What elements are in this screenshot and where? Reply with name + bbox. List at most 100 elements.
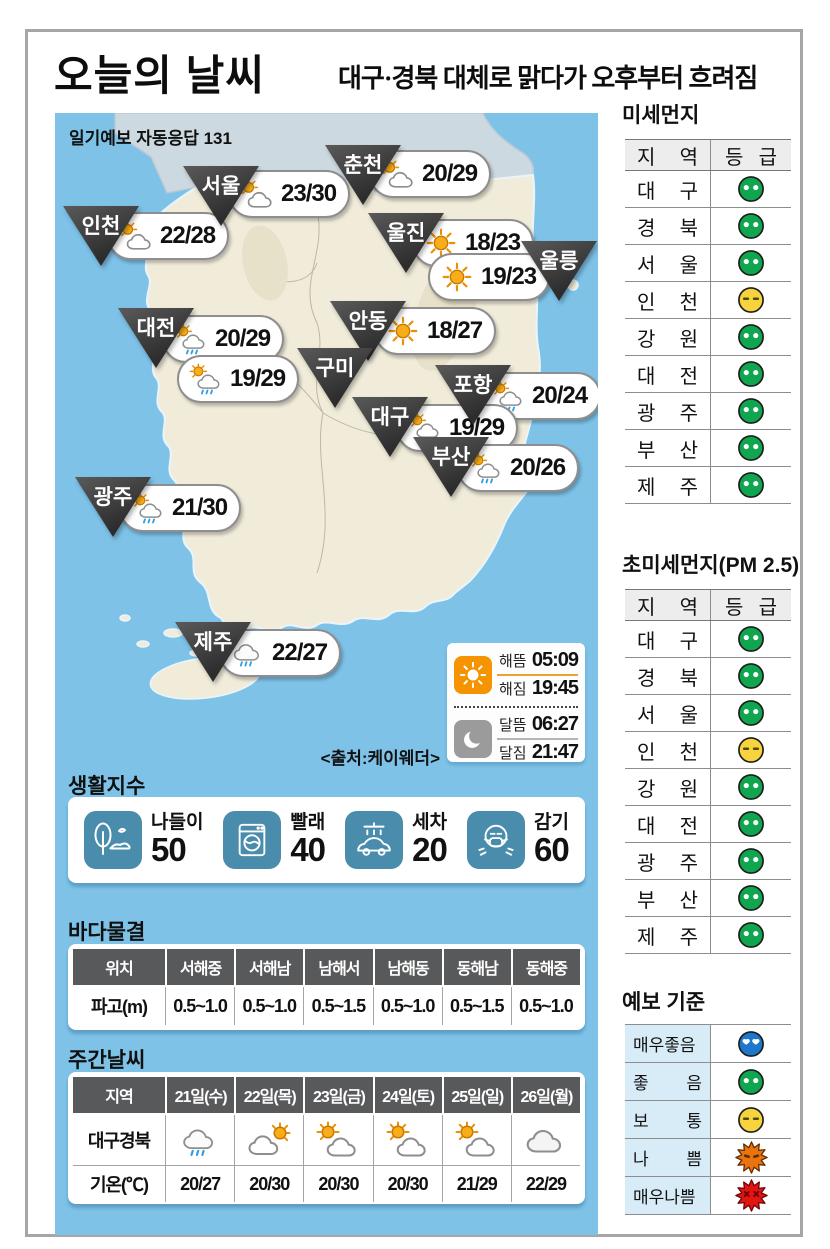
region-name: 서 울 (637, 254, 698, 277)
forecast-hotline: 일기예보 자동응답 131 (69, 129, 232, 148)
good-face-icon (736, 433, 766, 463)
good-face-icon (736, 772, 766, 802)
sea-waves-value-row: 파고(m) 0.5~1.0 0.5~1.0 0.5~1.5 0.5~1.0 0.… (73, 987, 580, 1025)
header-cell: 서해중 (167, 949, 235, 985)
normal-face-icon (736, 735, 766, 765)
normal-face-icon (736, 1105, 766, 1135)
life-index-item-laundry: 빨래 40 (223, 811, 326, 869)
good-face-icon (736, 396, 766, 426)
temp-label-cell: 기온(℃) (89, 1175, 149, 1195)
region-name: 제 주 (637, 926, 698, 949)
moon-times-group: 달뜸 06:27 달짐 21:47 (454, 712, 579, 766)
region-name: 대 구 (637, 630, 698, 653)
temp-range: 18/23 (465, 229, 521, 256)
city-marker-pohang: 포항 (435, 365, 511, 425)
forecast-cell (234, 1115, 303, 1165)
header-cell: 위치 (73, 949, 165, 985)
fine-dust-header: 지 역 등 급 (625, 139, 791, 171)
table-row: 서 울 (625, 695, 791, 732)
life-index-value: 20 (412, 830, 448, 868)
good-face-icon (736, 211, 766, 241)
header-cell: 지역 (73, 1077, 165, 1113)
table-row: 인 천 (625, 282, 791, 319)
weekly-weather-table: 지역 21일(수) 22일(목) 23일(금) 24일(토) 25일(일) 26… (68, 1072, 585, 1204)
table-row: 제 주 (625, 917, 791, 954)
suncloud-icon (454, 1121, 500, 1159)
life-index-label: 세차 (412, 811, 448, 833)
temp-range: 20/29 (215, 325, 271, 352)
forecast-cell (510, 1115, 580, 1165)
good-face-icon (736, 920, 766, 950)
fine-dust-table: 지 역 등 급 대 구 경 북 서 울 인 천 강 원 대 전 광 주 부 산 … (625, 139, 791, 504)
weather-pill-gwangju: 21/30 (119, 484, 242, 532)
weather-pill-incheon: 22/28 (107, 212, 230, 260)
city-name: 대구 (370, 406, 410, 429)
good-face-icon (736, 322, 766, 352)
moonrise-time: 06:27 (531, 713, 579, 735)
header-cell: 26일(월) (512, 1077, 581, 1113)
city-name: 제주 (193, 631, 233, 654)
header-cell: 동해중 (512, 949, 581, 985)
city-name: 인천 (81, 215, 121, 238)
city-marker-daegu: 대구 (352, 397, 428, 457)
weather-pill-jeju: 22/27 (219, 629, 342, 677)
header-cell: 남해동 (374, 949, 442, 985)
region-name: 경 북 (637, 217, 698, 240)
life-index-value: 50 (151, 830, 187, 868)
forecast-cell (372, 1115, 442, 1165)
moonset-label: 달짐 (499, 745, 527, 762)
city-name: 춘천 (343, 154, 383, 177)
weather-pill-gumi: 19/29 (177, 355, 300, 403)
life-index-value: 60 (534, 830, 570, 868)
moonrise-label: 달뜸 (499, 717, 527, 734)
table-row: 광 주 (625, 843, 791, 880)
laundry-icon (223, 811, 282, 869)
life-index-box: 나들이 50 빨래 40 세차 20 감기 60 (68, 797, 585, 883)
temp-range: 22/28 (160, 222, 216, 249)
region-name: 부 산 (637, 889, 698, 912)
table-row: 대 구 (625, 621, 791, 658)
table-row: 인 천 (625, 732, 791, 769)
grade-header-cell: 등 급 (725, 596, 777, 619)
temp-cell: 20/30 (303, 1166, 372, 1202)
sun-moon-times-box: 해뜸 05:09 해짐 19:45 달뜸 06:27 달짐 21:47 (447, 643, 585, 763)
life-index-label: 감기 (534, 811, 569, 833)
table-row: 강 원 (625, 769, 791, 806)
city-marker-andong: 안동 (330, 301, 406, 361)
temp-cell: 20/30 (234, 1166, 303, 1202)
region-label-cell: 대구경북 (87, 1131, 151, 1151)
life-index-label: 나들이 (151, 811, 204, 833)
sun-icon (454, 656, 492, 694)
city-name: 부산 (431, 446, 471, 469)
life-index-item-outing: 나들이 50 (84, 811, 203, 869)
region-name: 대 전 (637, 365, 698, 388)
region-header-cell: 지 역 (625, 140, 711, 170)
temp-cell: 22/29 (510, 1166, 580, 1202)
region-header-cell: 지 역 (625, 590, 711, 620)
cloud-icon (523, 1121, 569, 1159)
temp-cell: 20/30 (372, 1166, 442, 1202)
good-face-icon (736, 698, 766, 728)
header-cell: 22일(목) (236, 1077, 304, 1113)
cloudsun-icon (246, 1121, 292, 1159)
temp-range: 21/30 (172, 494, 228, 521)
wave-height-cell: 0.5~1.0 (234, 987, 303, 1025)
city-marker-seoul: 서울 (183, 166, 259, 226)
table-row: 경 북 (625, 208, 791, 245)
table-row: 대 전 (625, 806, 791, 843)
life-index-item-carwash: 세차 20 (345, 811, 448, 869)
fine-dust-title: 미세먼지 (622, 104, 700, 127)
header-cell: 25일(일) (443, 1077, 511, 1113)
city-name: 광주 (93, 486, 133, 509)
good-face-icon (736, 661, 766, 691)
temp-cell: 20/27 (165, 1166, 234, 1202)
good-face-icon (736, 248, 766, 278)
bad-face-icon (735, 1141, 768, 1174)
life-index-value: 40 (290, 830, 326, 868)
header-cell: 21일(수) (167, 1077, 235, 1113)
city-name: 서울 (201, 175, 241, 198)
weather-pill-busan: 20/26 (457, 444, 580, 492)
good-face-icon (736, 470, 766, 500)
good-face-icon (736, 809, 766, 839)
header-cell: 24일(토) (374, 1077, 442, 1113)
